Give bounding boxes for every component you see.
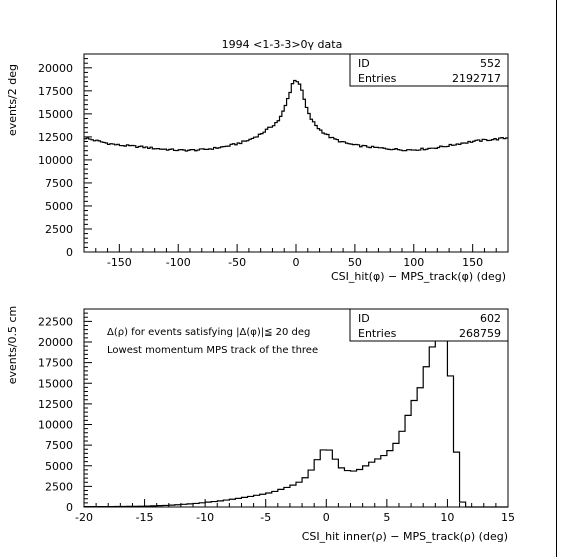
histogram-line: [84, 79, 508, 152]
x-tick-label: -150: [107, 256, 132, 269]
annotation-selection: Δ(ρ) for events satisfying |Δ(φ)|≦ 20 de…: [107, 327, 310, 338]
chart-title: 1994 <1-3-3>0γ data: [222, 38, 343, 51]
x-tick-label: -20: [75, 511, 93, 524]
stat-label: ID: [358, 312, 370, 325]
annotation-track: Lowest momentum MPS track of the three: [107, 345, 318, 356]
x-axis-label: CSI_hit inner(ρ) − MPS_track(ρ) (deg): [302, 530, 508, 543]
y-tick-label: 15000: [38, 377, 73, 390]
y-tick-label: 17500: [38, 357, 73, 370]
y-tick-label: 0: [66, 246, 73, 259]
stats-frame: [349, 308, 509, 342]
stats-box: ID 552 Entries 2192717: [349, 53, 509, 87]
x-tick-label: -100: [166, 256, 191, 269]
x-tick-label: 0: [323, 511, 330, 524]
y-tick-label: 7500: [45, 439, 73, 452]
y-tick-label: 5000: [45, 460, 73, 473]
y-tick-label: 15000: [38, 108, 73, 121]
x-tick-label: 10: [440, 511, 454, 524]
y-tick-label: 10000: [38, 154, 73, 167]
x-tick-label: 100: [403, 256, 424, 269]
axis-ticks: -150 -100 -50 0 50 100 150 0 2500 5000 7500 10000 12…: [38, 53, 509, 269]
x-tick-label: 15: [501, 511, 515, 524]
x-tick-label: 150: [462, 256, 483, 269]
x-tick-label: -10: [196, 511, 214, 524]
y-tick-label: 10000: [38, 419, 73, 432]
y-tick-label: 12500: [38, 131, 73, 144]
x-tick-label: -50: [228, 256, 246, 269]
x-tick-label: 5: [383, 511, 390, 524]
x-tick-label: -15: [136, 511, 154, 524]
y-axis-label: events/0.5 cm: [6, 306, 19, 385]
panel-top: 1994 <1-3-3>0γ data -150 -100 -50 0 50 100 150…: [6, 38, 509, 283]
y-tick-label: 7500: [45, 177, 73, 190]
y-tick-label: 22500: [38, 315, 73, 328]
stat-label: ID: [358, 57, 370, 70]
y-tick-label: 5000: [45, 200, 73, 213]
y-tick-label: 17500: [38, 85, 73, 98]
stat-label: Entries: [358, 72, 397, 85]
y-tick-label: 12500: [38, 398, 73, 411]
histogram-line: [84, 325, 508, 508]
y-tick-label: 0: [66, 501, 73, 514]
stat-value: 602: [480, 312, 501, 325]
histogram-series: [84, 79, 508, 152]
stat-label: Entries: [358, 327, 397, 340]
axis-ticks: -20 -15 -10 -5 0 5 10 15 0 2500 5000 7500 10000 12500…: [38, 308, 515, 524]
stat-value: 2192717: [452, 72, 501, 85]
y-tick-label: 2500: [45, 223, 73, 236]
stat-value: 552: [480, 57, 501, 70]
stat-value: 268759: [459, 327, 501, 340]
x-tick-label: -5: [260, 511, 271, 524]
y-tick-label: 2500: [45, 480, 73, 493]
y-tick-label: 20000: [38, 62, 73, 75]
stats-frame: [349, 53, 509, 87]
x-axis-label: CSI_hit(φ) − MPS_track(φ) (deg): [331, 270, 506, 283]
right-border: [556, 0, 557, 557]
x-tick-label: 50: [348, 256, 362, 269]
stats-box: ID 602 Entries 268759: [349, 308, 509, 342]
x-tick-label: 0: [293, 256, 300, 269]
y-tick-label: 20000: [38, 336, 73, 349]
panel-bottom: -20 -15 -10 -5 0 5 10 15 0 2500 5000 7500 10000 12500…: [6, 306, 515, 543]
y-axis-label: events/2 deg: [6, 64, 19, 136]
histogram-series: [84, 325, 508, 508]
